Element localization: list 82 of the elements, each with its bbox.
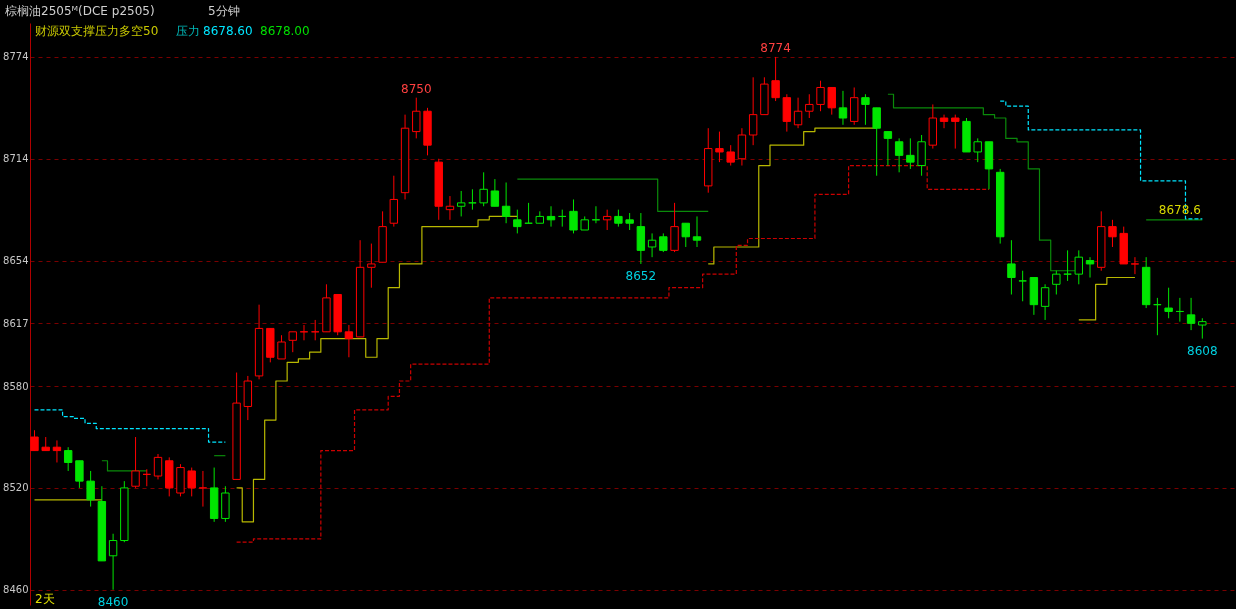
candlestick	[1130, 256, 1140, 275]
candlestick	[805, 93, 814, 119]
candlestick	[636, 212, 646, 265]
candlestick	[647, 232, 657, 258]
annotation: 2天	[35, 592, 55, 606]
annotation: 8678.00	[260, 24, 310, 38]
candlestick	[198, 470, 208, 508]
candlestick	[1007, 239, 1016, 295]
candlestick	[1108, 219, 1117, 248]
chart-title: 棕榈油2505ᴹ(DCE p2505)	[5, 4, 155, 18]
candlestick	[692, 215, 702, 248]
candlestick	[917, 134, 926, 177]
candlestick	[782, 93, 792, 133]
candlestick	[344, 324, 354, 358]
candlestick	[838, 90, 848, 126]
candlestick	[737, 127, 747, 167]
candlestick	[939, 114, 949, 129]
y-tick-label: 8460	[3, 584, 29, 596]
candlestick	[187, 467, 196, 497]
candlestick	[771, 56, 780, 102]
annotation: 8750	[401, 81, 432, 96]
candlestick	[659, 232, 668, 253]
chart-subtitle: 财源双支撑压力多空50	[35, 24, 159, 38]
candlestick	[951, 114, 960, 150]
annotation: 8652	[625, 268, 657, 283]
candlestick	[1198, 317, 1207, 340]
y-tick-label: 8714	[3, 153, 29, 165]
candlestick	[894, 137, 904, 173]
candlestick	[1085, 256, 1095, 279]
y-tick-label: 8520	[3, 482, 29, 494]
candlestick	[277, 334, 286, 360]
annotation: 8678.6	[1158, 202, 1201, 217]
candlestick	[1074, 249, 1083, 285]
candlestick	[569, 198, 578, 234]
annotation: 8608	[1187, 343, 1218, 358]
candlestick	[883, 131, 893, 167]
candlestick	[906, 137, 915, 170]
candlestick	[86, 470, 95, 508]
candlestick	[748, 76, 758, 146]
candlestick	[108, 533, 118, 591]
candlestick	[715, 131, 724, 163]
candlestick	[726, 144, 735, 167]
candlestick	[670, 202, 679, 253]
candlestick	[30, 429, 39, 452]
candlestick	[1186, 297, 1196, 331]
candlestick	[1040, 283, 1050, 321]
candlestick	[1063, 249, 1072, 282]
candlestick	[681, 222, 690, 248]
candlestick	[1164, 287, 1173, 319]
annotation: 压力	[176, 24, 200, 38]
annotation: 8774	[760, 40, 791, 55]
candlestick	[490, 178, 500, 207]
candlestick	[131, 436, 140, 489]
candlestick	[63, 446, 73, 472]
candlestick	[602, 209, 612, 231]
candlestick	[872, 107, 881, 177]
candlestick	[288, 331, 297, 353]
candlestick	[75, 460, 84, 489]
y-tick-label: 8617	[3, 317, 29, 329]
y-tick-label: 8654	[3, 255, 29, 267]
candlestick	[513, 209, 522, 234]
candlestick	[456, 190, 466, 217]
y-tick-label: 8774	[3, 51, 29, 63]
candlestick	[861, 93, 870, 126]
candlestick	[793, 97, 803, 129]
candlestick	[816, 80, 825, 112]
candlestick	[479, 171, 488, 207]
candlestick	[412, 97, 421, 139]
candlestick	[1052, 270, 1061, 295]
candlestick	[1018, 270, 1027, 302]
candlestick	[367, 243, 376, 289]
candlestick	[973, 137, 982, 163]
annotation: 8678.60	[203, 24, 253, 38]
annotation: 8460	[97, 594, 129, 609]
candlestick	[850, 86, 859, 126]
candlestick	[468, 188, 477, 211]
candlestick	[827, 86, 836, 116]
y-tick-label: 8580	[3, 380, 29, 392]
text: 5分钟	[208, 4, 240, 18]
candlestick	[389, 175, 399, 228]
candlestick	[153, 453, 163, 480]
candlestick	[501, 182, 511, 224]
